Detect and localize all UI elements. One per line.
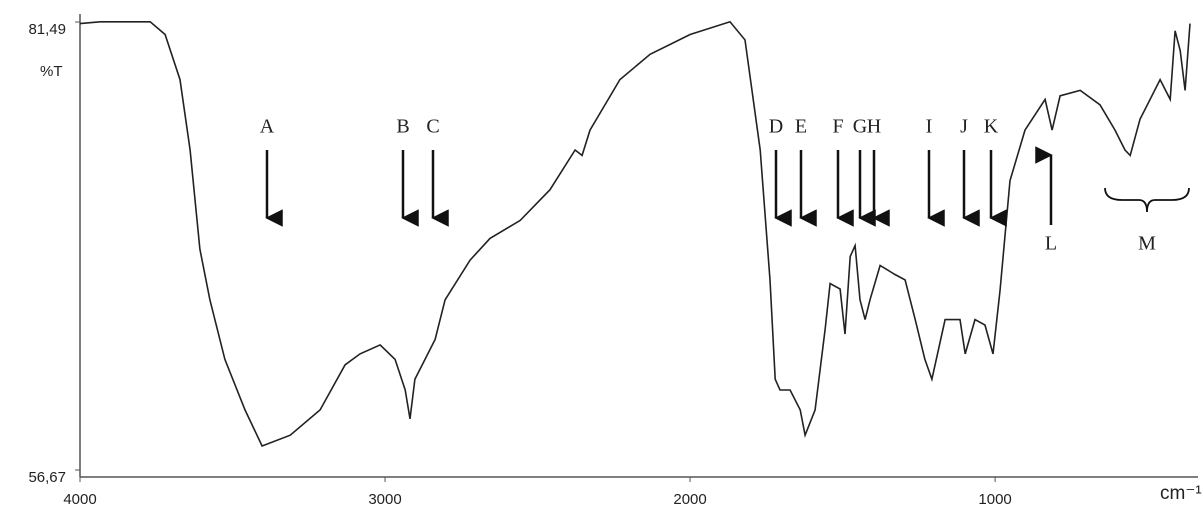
annotation-label: K xyxy=(984,116,999,138)
y-tick-label: 81,49 xyxy=(28,21,66,38)
annotation-label: A xyxy=(260,116,275,138)
annotation-label: F xyxy=(832,116,843,138)
annotation-label: M xyxy=(1138,233,1156,255)
x-tick-label: 2000 xyxy=(673,491,706,508)
y-axis-label: %T xyxy=(40,63,63,80)
annotation-label: H xyxy=(867,116,881,138)
annotation-label: I xyxy=(926,116,933,138)
y-tick-label: 56,67 xyxy=(28,469,66,486)
x-tick-label: 4000 xyxy=(63,491,96,508)
annotation-label: D xyxy=(769,116,783,138)
x-axis-label: cm⁻¹ xyxy=(1160,483,1202,504)
annotation-label: B xyxy=(396,116,409,138)
annotation-label: E xyxy=(795,116,807,138)
annotation-label: G xyxy=(853,116,867,138)
x-tick-label: 1000 xyxy=(978,491,1011,508)
x-tick-label: 3000 xyxy=(368,491,401,508)
spectrum-line xyxy=(79,20,1191,448)
annotation-label: L xyxy=(1045,233,1057,255)
annotation-label: J xyxy=(960,116,968,138)
annotation-label: C xyxy=(426,116,439,138)
annotation-brace xyxy=(1104,187,1190,213)
